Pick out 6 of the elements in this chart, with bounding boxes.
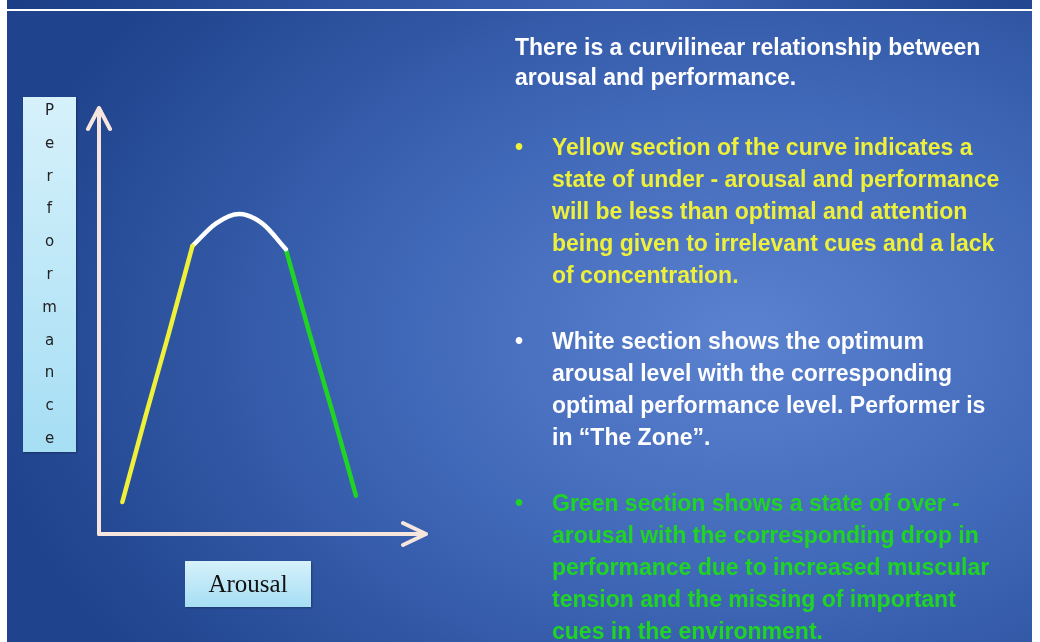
text: There is a curvilinear relationship between arousal and performance. xyxy=(515,33,982,92)
text: • White section shows the optimum arousal level with the corresponding optimal performance level. Performer is in “The Zone”. xyxy=(515,328,986,450)
text: • Green section shows a state of over - arousal with the corresponding drop in performance due to increased muscular tension and the missing of important cues in the environment. xyxy=(515,490,990,642)
text: • Yellow section of the curve indicates a state of under - arousal and performance will be less than optimal and attention being given to irrelevant cues and a lack of concentration. xyxy=(515,134,1000,288)
x-axis-title: Arousal xyxy=(208,570,288,598)
y-axis-title: Performance xyxy=(40,101,59,462)
